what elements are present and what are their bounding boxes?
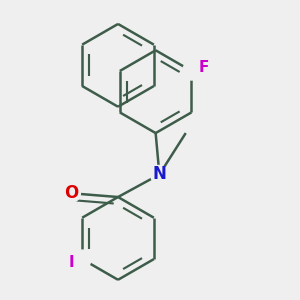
Circle shape: [184, 64, 199, 79]
Circle shape: [182, 62, 200, 80]
Text: N: N: [152, 166, 166, 184]
Circle shape: [73, 250, 91, 268]
Text: F: F: [199, 61, 209, 76]
Circle shape: [150, 165, 168, 184]
Circle shape: [62, 184, 80, 202]
Text: O: O: [64, 184, 79, 202]
Text: I: I: [69, 255, 75, 270]
